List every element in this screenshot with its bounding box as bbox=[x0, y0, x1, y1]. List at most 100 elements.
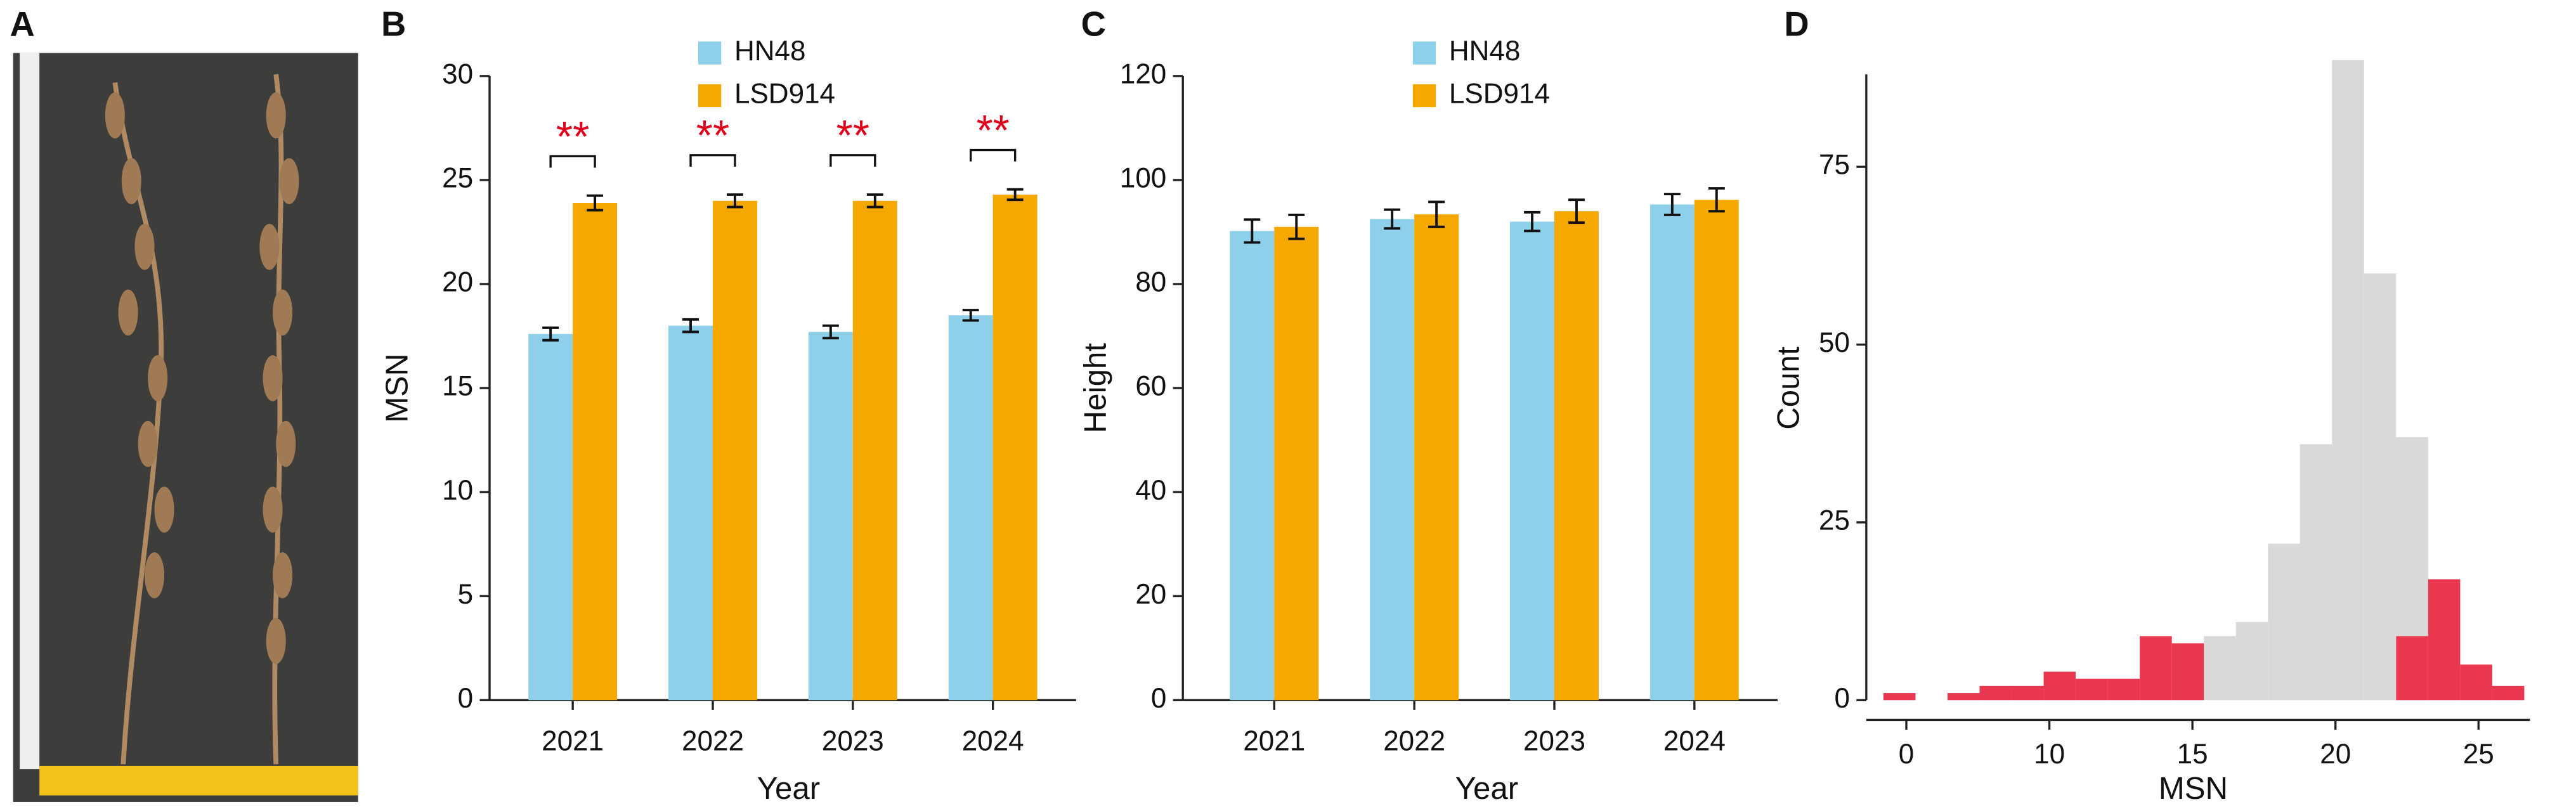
error-bar bbox=[1524, 210, 1540, 233]
bar bbox=[1554, 211, 1599, 701]
panel-label: B bbox=[381, 5, 406, 44]
significance-bracket bbox=[970, 148, 1017, 162]
significance-label: ** bbox=[696, 112, 729, 160]
histogram-bar bbox=[2428, 579, 2461, 701]
bar bbox=[1694, 200, 1739, 701]
histogram-bar bbox=[2012, 685, 2044, 701]
y-tick-label: 20 bbox=[442, 267, 473, 298]
y-tick-label: 25 bbox=[1819, 505, 1850, 536]
x-tick-label: 10 bbox=[2034, 739, 2065, 770]
error-bar bbox=[1568, 198, 1585, 224]
significance-bracket bbox=[549, 155, 596, 168]
histogram-bar bbox=[1979, 685, 2012, 701]
error-bar bbox=[587, 194, 604, 212]
y-tick-label: 0 bbox=[458, 683, 473, 714]
y-tick-label: 20 bbox=[1135, 579, 1166, 610]
histogram-bar bbox=[2140, 636, 2172, 701]
significance-bracket bbox=[829, 154, 876, 167]
significance-label: ** bbox=[556, 113, 589, 160]
y-tick-label: 30 bbox=[442, 59, 473, 90]
histogram-bar bbox=[2300, 444, 2332, 701]
x-tick-label: 15 bbox=[2177, 739, 2208, 770]
y-tick-label: 10 bbox=[442, 475, 473, 506]
bar bbox=[992, 194, 1038, 701]
histogram-bar bbox=[2460, 664, 2492, 701]
histogram-bar bbox=[2171, 643, 2204, 701]
y-tick-label: 25 bbox=[442, 163, 473, 194]
histogram-bar bbox=[2364, 273, 2397, 701]
bar bbox=[948, 315, 993, 701]
bar bbox=[528, 333, 573, 701]
x-tick-label: 25 bbox=[2463, 739, 2494, 770]
y-tick-label: 5 bbox=[458, 579, 473, 610]
y-axis-title: Height bbox=[1077, 343, 1112, 434]
y-tick-label: 80 bbox=[1135, 267, 1166, 298]
error-bar bbox=[1384, 208, 1401, 230]
bar bbox=[808, 332, 853, 701]
error-bar bbox=[1006, 188, 1024, 202]
x-tick-label: 2023 bbox=[822, 725, 884, 756]
error-bar bbox=[682, 318, 699, 333]
histogram-bar bbox=[2107, 678, 2140, 701]
y-axis-title: Count bbox=[1771, 346, 1806, 430]
error-bar bbox=[542, 326, 559, 342]
y-tick-label: 15 bbox=[442, 371, 473, 402]
error-bar bbox=[866, 193, 883, 209]
histogram-bar bbox=[1947, 693, 1980, 701]
histogram-bar bbox=[2268, 543, 2300, 701]
y-tick-label: 60 bbox=[1135, 371, 1166, 402]
legend-swatch bbox=[698, 41, 722, 65]
histogram-bar bbox=[1883, 693, 1916, 701]
legend-label: HN48 bbox=[734, 36, 806, 67]
legend-label: LSD914 bbox=[1449, 79, 1550, 110]
y-tick-label: 75 bbox=[1819, 150, 1850, 181]
x-tick-label: 0 bbox=[1899, 739, 1914, 770]
bar bbox=[1370, 219, 1415, 701]
bar bbox=[852, 200, 897, 701]
y-tick-label: 0 bbox=[1834, 683, 1849, 714]
x-axis-title: MSN bbox=[2159, 771, 2228, 806]
legend-swatch bbox=[698, 84, 722, 108]
error-bar bbox=[1428, 200, 1445, 228]
bar bbox=[668, 325, 713, 701]
bar bbox=[573, 203, 618, 701]
x-tick-label: 2022 bbox=[1383, 725, 1445, 756]
bar bbox=[1274, 226, 1319, 701]
y-axis-title: MSN bbox=[380, 353, 415, 422]
x-tick-label: 2021 bbox=[1243, 725, 1305, 756]
error-bar bbox=[1663, 193, 1681, 216]
bar bbox=[1414, 214, 1459, 701]
legend-label: HN48 bbox=[1449, 36, 1521, 67]
panel-label: C bbox=[1081, 5, 1106, 44]
y-tick-label: 120 bbox=[1120, 59, 1166, 90]
bar bbox=[712, 200, 757, 701]
error-bar bbox=[1244, 218, 1261, 244]
error-bar bbox=[1708, 187, 1725, 213]
x-tick-label: 2023 bbox=[1523, 725, 1585, 756]
histogram-bar bbox=[2076, 678, 2108, 701]
x-tick-label: 20 bbox=[2320, 739, 2351, 770]
error-bar bbox=[726, 193, 743, 209]
x-tick-label: 2022 bbox=[682, 725, 744, 756]
histogram-bar bbox=[2204, 636, 2236, 701]
histogram-bar bbox=[2492, 685, 2525, 701]
panel-label: D bbox=[1784, 5, 1809, 44]
photo bbox=[13, 53, 358, 802]
significance-label: ** bbox=[976, 107, 1009, 154]
panel-label: A bbox=[10, 5, 35, 44]
error-bar bbox=[962, 309, 979, 322]
x-tick-label: 2024 bbox=[962, 725, 1024, 756]
legend-swatch bbox=[1412, 41, 1436, 65]
bar bbox=[1649, 204, 1695, 701]
x-axis-title: Year bbox=[757, 771, 820, 806]
legend-swatch bbox=[1412, 84, 1436, 108]
histogram-bar bbox=[2396, 636, 2428, 701]
x-tick-label: 2021 bbox=[542, 725, 604, 756]
significance-bracket bbox=[689, 154, 736, 167]
y-tick-label: 0 bbox=[1151, 683, 1166, 714]
histogram-bar bbox=[2043, 671, 2076, 701]
y-tick-label: 50 bbox=[1819, 327, 1850, 358]
histogram-bar bbox=[2332, 60, 2364, 701]
y-tick-label: 100 bbox=[1120, 163, 1166, 194]
